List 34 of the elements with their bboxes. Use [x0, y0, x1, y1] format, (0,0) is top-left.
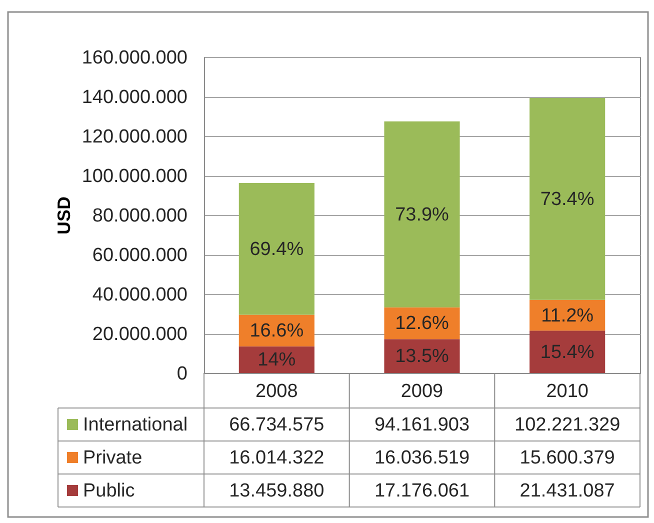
legend-label: International [83, 414, 188, 436]
y-tick-label: 140.000.000 [82, 87, 188, 108]
data-label: 17.176.061 [374, 480, 470, 502]
y-tick-label: 120.000.000 [82, 126, 188, 148]
y-tick-label: 80.000.000 [92, 206, 188, 226]
y-axis-title: USD [54, 196, 74, 235]
x-tick-label: 2010 [546, 381, 588, 402]
x-tick-label: 2008 [256, 381, 298, 402]
annotation: 11.2% [541, 305, 594, 326]
data-label: 102.221.329 [514, 414, 620, 436]
annotation: 69.4% [250, 238, 304, 260]
y-tick-label: 20.000.000 [92, 324, 188, 345]
y-tick-label: 160.000.000 [82, 48, 188, 68]
data-label: 21.431.087 [520, 480, 615, 502]
annotation: 14% [258, 350, 296, 371]
annotation: 12.6% [395, 313, 450, 334]
data-label: 16.014.322 [229, 448, 324, 468]
x-tick-label: 2009 [400, 381, 444, 402]
legend-label: Private [83, 448, 142, 468]
data-label: 15.600.379 [520, 448, 615, 468]
annotation: 73.4% [540, 188, 594, 210]
data-label: 94.161.903 [374, 414, 470, 436]
legend-label: Public [83, 480, 135, 502]
data-label: 16.036.519 [374, 448, 470, 468]
annotation: 15.4% [540, 342, 594, 363]
y-tick-label: 100.000.000 [82, 166, 188, 187]
y-tick-label: 60.000.000 [92, 245, 188, 266]
annotation: 73.9% [395, 204, 450, 226]
data-label: 66.734.575 [229, 414, 324, 436]
annotation: 16.6% [250, 320, 304, 342]
data-label: 13.459.880 [229, 480, 324, 502]
y-tick-label: 0 [176, 364, 188, 384]
y-tick-label: 40.000.000 [92, 284, 188, 306]
annotation: 13.5% [395, 346, 450, 368]
